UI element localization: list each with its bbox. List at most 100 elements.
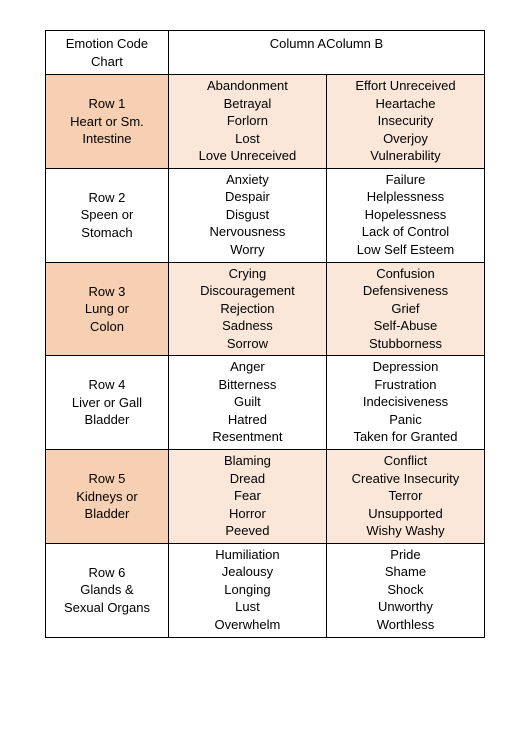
emotion-item: Wishy Washy (327, 522, 484, 540)
emotion-item: Peeved (169, 522, 326, 540)
emotion-item: Worry (169, 241, 326, 259)
col-a-cell: BlamingDreadFearHorrorPeeved (168, 450, 326, 544)
emotion-item: Insecurity (327, 112, 484, 130)
col-b-head: Conflict (327, 452, 484, 470)
column-headers: Column AColumn B (168, 31, 484, 75)
col-a-head: Humiliation (169, 546, 326, 564)
col-a-cell: AngerBitternessGuiltHatredResentment (168, 356, 326, 450)
emotion-item: Stubborness (327, 335, 484, 353)
organ-line-1: Lung or (48, 300, 166, 318)
organ-line-2: Bladder (48, 411, 166, 429)
row-label: Row 3Lung orColon (46, 262, 169, 356)
emotion-item: Terror (327, 487, 484, 505)
emotion-code-chart: Emotion Code Chart Column AColumn B Row … (0, 0, 530, 668)
organ-line-1: Glands & (48, 581, 166, 599)
organ-line-1: Kidneys or (48, 488, 166, 506)
col-b-head: Depression (327, 358, 484, 376)
col-a-cell: AbandonmentBetrayalForlornLostLove Unrec… (168, 75, 326, 169)
row-tag: Row 5 (48, 470, 166, 488)
col-b-cell: FailureHelplessnessHopelessnessLack of C… (326, 168, 484, 262)
chart-table: Emotion Code Chart Column AColumn B Row … (45, 30, 485, 638)
col-a-cell: CryingDiscouragementRejectionSadnessSorr… (168, 262, 326, 356)
col-a-head: Blaming (169, 452, 326, 470)
emotion-item: Disgust (169, 206, 326, 224)
emotion-item: Vulnerability (327, 147, 484, 165)
organ-line-1: Liver or Gall (48, 394, 166, 412)
emotion-item: Low Self Esteem (327, 241, 484, 259)
emotion-item: Grief (327, 300, 484, 318)
emotion-item: Defensiveness (327, 282, 484, 300)
emotion-item: Bitterness (169, 376, 326, 394)
emotion-item: Jealousy (169, 563, 326, 581)
col-b-cell: ConflictCreative InsecurityTerrorUnsuppo… (326, 450, 484, 544)
emotion-item: Self-Abuse (327, 317, 484, 335)
emotion-item: Sorrow (169, 335, 326, 353)
table-row: Row 1Heart or Sm.IntestineAbandonmentBet… (46, 75, 485, 169)
col-b-head: Failure (327, 171, 484, 189)
table-row: Row 2Speen orStomachAnxietyDespairDisgus… (46, 168, 485, 262)
organ-line-1: Speen or (48, 206, 166, 224)
emotion-item: Indecisiveness (327, 393, 484, 411)
emotion-item: Horror (169, 505, 326, 523)
col-b-cell: DepressionFrustrationIndecisivenessPanic… (326, 356, 484, 450)
row-label: Row 6Glands &Sexual Organs (46, 543, 169, 637)
col-b-head: Pride (327, 546, 484, 564)
emotion-item: Frustration (327, 376, 484, 394)
emotion-item: Rejection (169, 300, 326, 318)
organ-line-2: Colon (48, 318, 166, 336)
col-b-cell: PrideShameShockUnworthyWorthless (326, 543, 484, 637)
emotion-item: Sadness (169, 317, 326, 335)
emotion-item: Discouragement (169, 282, 326, 300)
col-a-head: Abandonment (169, 77, 326, 95)
organ-line-1: Heart or Sm. (48, 113, 166, 131)
table-row: Row 5Kidneys orBladderBlamingDreadFearHo… (46, 450, 485, 544)
emotion-item: Unworthy (327, 598, 484, 616)
table-row: Row 6Glands &Sexual OrgansHumiliationJea… (46, 543, 485, 637)
emotion-item: Worthless (327, 616, 484, 634)
emotion-item: Unsupported (327, 505, 484, 523)
row-label: Row 1Heart or Sm.Intestine (46, 75, 169, 169)
emotion-item: Resentment (169, 428, 326, 446)
col-b-cell: ConfusionDefensivenessGriefSelf-AbuseStu… (326, 262, 484, 356)
row-label: Row 4Liver or GallBladder (46, 356, 169, 450)
emotion-item: Guilt (169, 393, 326, 411)
row-tag: Row 6 (48, 564, 166, 582)
emotion-item: Fear (169, 487, 326, 505)
table-row: Row 3Lung orColonCryingDiscouragementRej… (46, 262, 485, 356)
emotion-item: Forlorn (169, 112, 326, 130)
row-label: Row 5Kidneys orBladder (46, 450, 169, 544)
emotion-item: Betrayal (169, 95, 326, 113)
row-label: Row 2Speen orStomach (46, 168, 169, 262)
title-line-1: Emotion Code (48, 35, 166, 53)
organ-line-2: Intestine (48, 130, 166, 148)
organ-line-2: Sexual Organs (48, 599, 166, 617)
emotion-item: Overjoy (327, 130, 484, 148)
col-a-head: Anxiety (169, 171, 326, 189)
header-row: Emotion Code Chart Column AColumn B (46, 31, 485, 75)
col-a-cell: AnxietyDespairDisgustNervousnessWorry (168, 168, 326, 262)
emotion-item: Creative Insecurity (327, 470, 484, 488)
col-b-head: Confusion (327, 265, 484, 283)
emotion-item: Panic (327, 411, 484, 429)
row-tag: Row 3 (48, 283, 166, 301)
emotion-item: Lost (169, 130, 326, 148)
col-a-head: Anger (169, 358, 326, 376)
emotion-item: Love Unreceived (169, 147, 326, 165)
emotion-item: Taken for Granted (327, 428, 484, 446)
emotion-item: Despair (169, 188, 326, 206)
emotion-item: Shock (327, 581, 484, 599)
col-b-cell: Effort UnreceivedHeartacheInsecurityOver… (326, 75, 484, 169)
col-a-head: Crying (169, 265, 326, 283)
organ-line-2: Stomach (48, 224, 166, 242)
col-a-cell: HumiliationJealousyLongingLustOverwhelm (168, 543, 326, 637)
table-row: Row 4Liver or GallBladderAngerBitterness… (46, 356, 485, 450)
emotion-item: Shame (327, 563, 484, 581)
organ-line-2: Bladder (48, 505, 166, 523)
emotion-item: Dread (169, 470, 326, 488)
col-a-header: Column A (270, 36, 326, 51)
emotion-item: Longing (169, 581, 326, 599)
emotion-item: Hatred (169, 411, 326, 429)
chart-title: Emotion Code Chart (46, 31, 169, 75)
emotion-item: Helplessness (327, 188, 484, 206)
emotion-item: Nervousness (169, 223, 326, 241)
